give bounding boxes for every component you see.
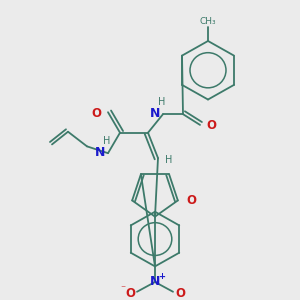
Text: CH₃: CH₃ [200,17,216,26]
Text: O: O [206,119,216,132]
Text: H: H [103,136,111,146]
Text: +: + [158,272,166,280]
Text: H: H [158,98,166,107]
Text: N: N [94,146,105,159]
Text: N: N [150,275,160,289]
Text: O: O [125,287,135,300]
Text: N: N [150,107,160,120]
Text: ⁻: ⁻ [120,284,126,294]
Text: O: O [187,194,197,207]
Text: O: O [175,287,185,300]
Text: H: H [165,155,172,165]
Text: O: O [91,107,101,120]
